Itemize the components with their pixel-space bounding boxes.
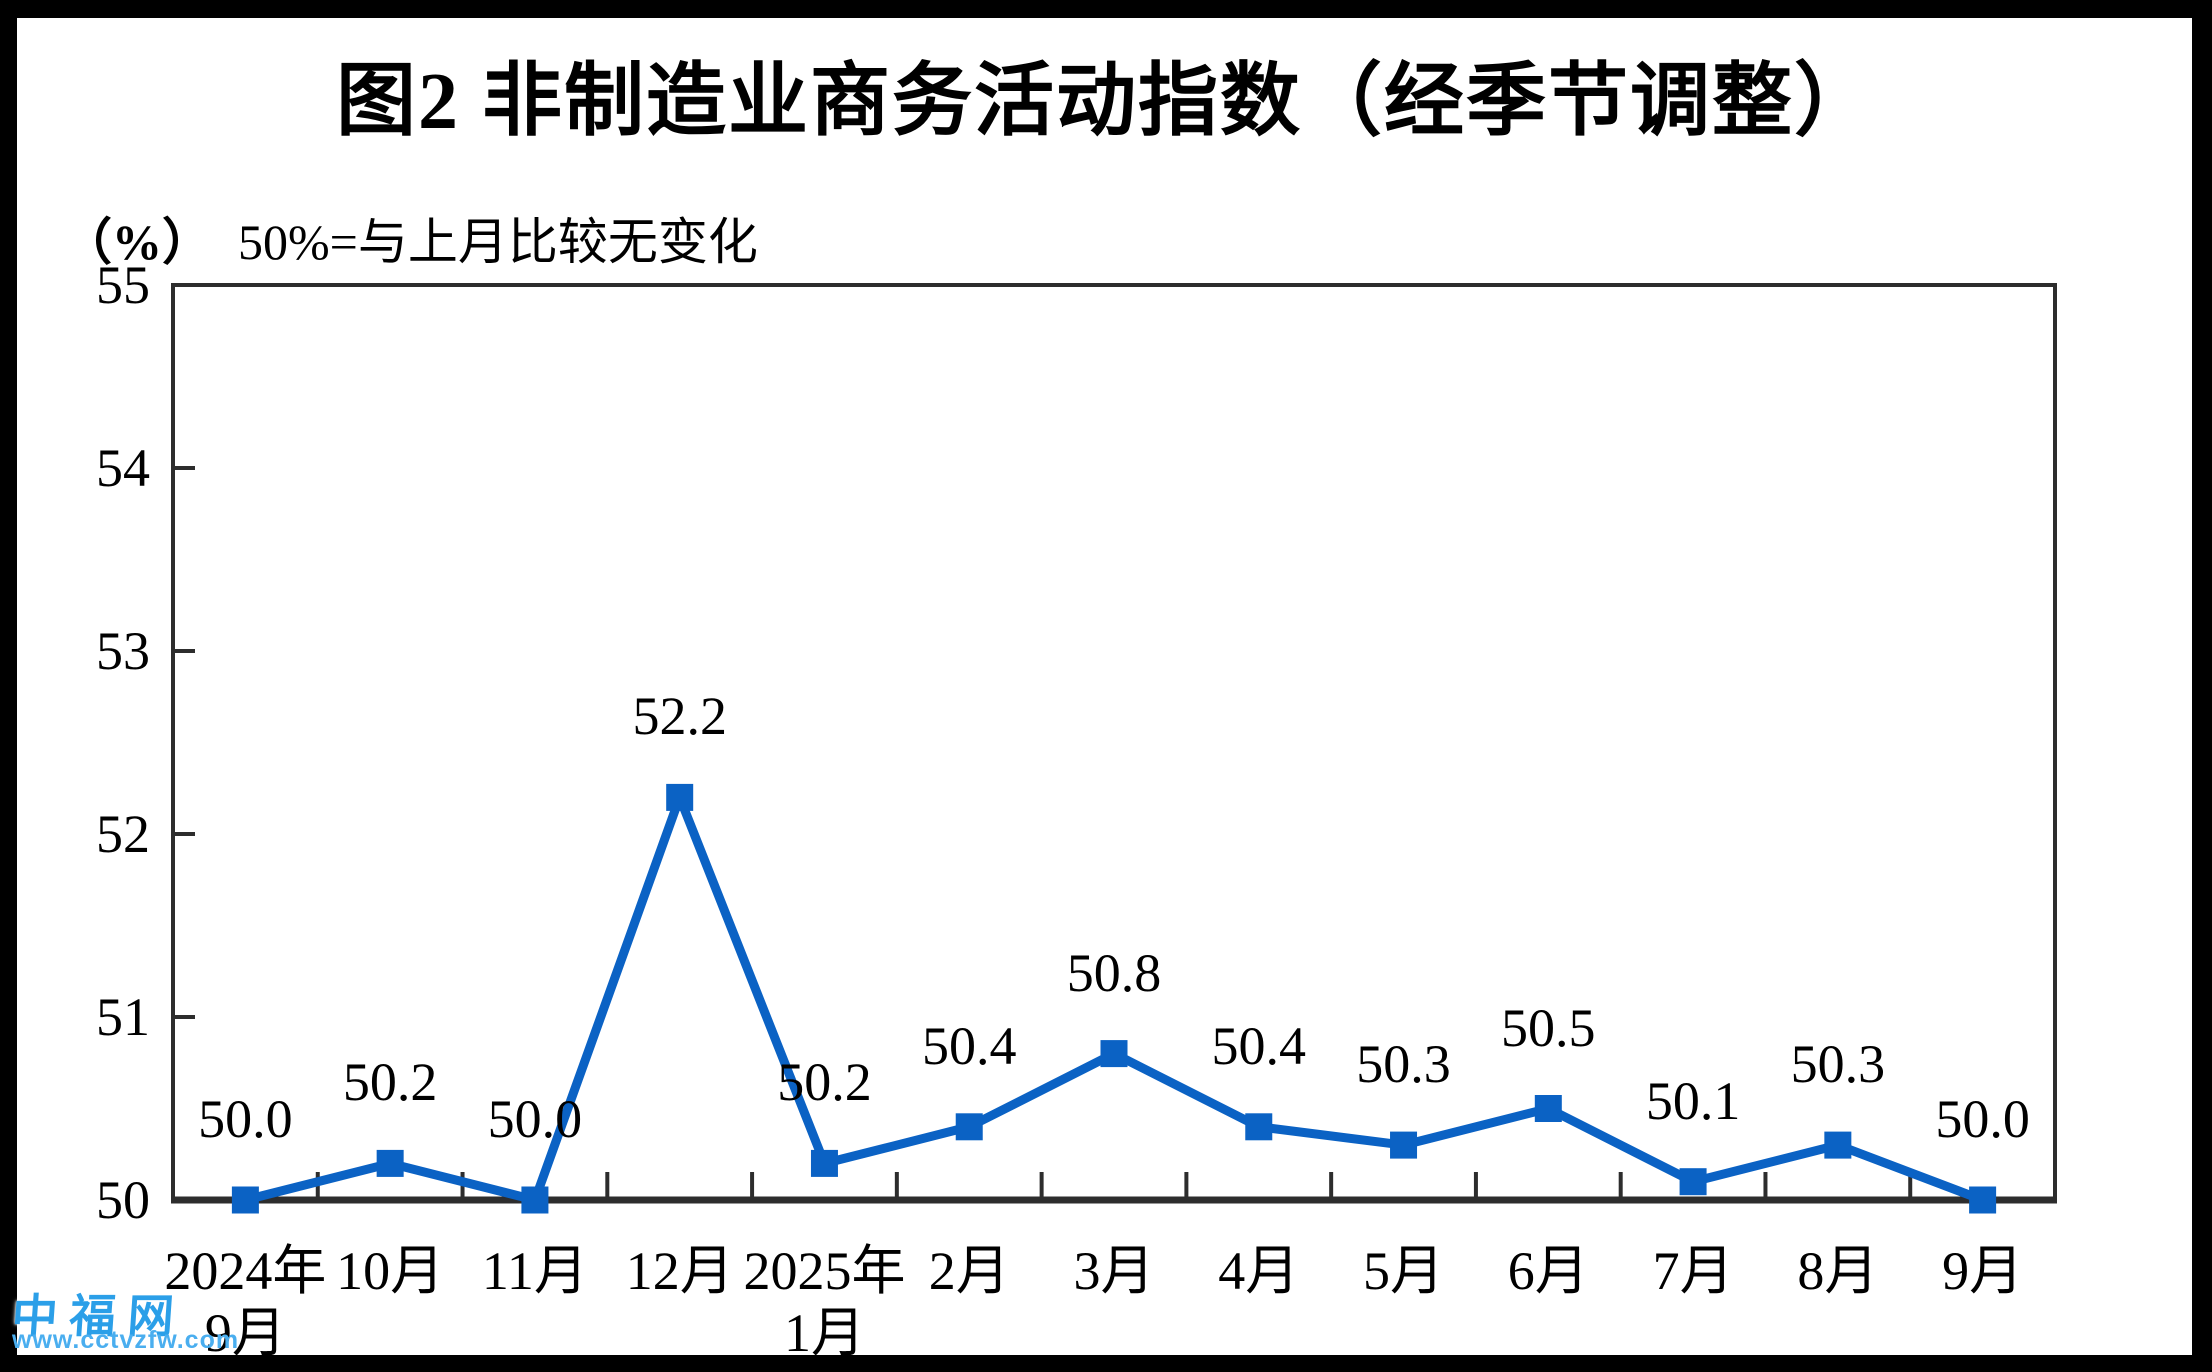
x-axis-label: 8月 bbox=[1718, 1240, 1958, 1302]
x-axis-label-line: 2024年 bbox=[164, 1241, 327, 1301]
x-axis-label: 4月 bbox=[1139, 1240, 1379, 1302]
axis-unit-note: （%） 50%=与上月比较无变化 bbox=[62, 202, 758, 274]
x-axis-label-line: 3月 bbox=[1073, 1241, 1155, 1301]
data-point-marker bbox=[376, 1149, 404, 1177]
data-point-markers bbox=[231, 783, 1997, 1214]
x-axis-label-line: 2025年 bbox=[743, 1241, 906, 1301]
data-point-label: 50.4 bbox=[1211, 1015, 1307, 1076]
x-axis-label-line: 4月 bbox=[1218, 1241, 1300, 1301]
x-axis-label: 5月 bbox=[1284, 1240, 1524, 1302]
x-axis-label: 12月 bbox=[560, 1240, 800, 1302]
y-axis-ticks bbox=[175, 466, 195, 1019]
data-point-marker bbox=[231, 1186, 259, 1214]
y-axis-tick-label: 52 bbox=[96, 804, 150, 864]
data-point-marker bbox=[1245, 1113, 1273, 1141]
data-point-label: 52.2 bbox=[632, 686, 727, 747]
x-axis-label: 2025年 1月 bbox=[704, 1240, 944, 1364]
x-axis-label-line: 1月 bbox=[783, 1303, 865, 1363]
data-point-label: 50.5 bbox=[1501, 997, 1596, 1058]
x-axis-label-line: 10月 bbox=[336, 1241, 445, 1301]
x-axis-label: 6月 bbox=[1428, 1240, 1668, 1302]
x-axis-label: 11月 bbox=[415, 1240, 655, 1302]
data-point-label: 50.2 bbox=[777, 1052, 872, 1113]
data-point-marker bbox=[521, 1186, 549, 1214]
data-point-marker bbox=[1824, 1131, 1852, 1159]
x-axis-label-line: 9月 bbox=[1942, 1241, 2024, 1301]
y-axis-unit-label: （%） bbox=[62, 214, 212, 270]
x-axis-label-line: 9月 bbox=[204, 1303, 286, 1363]
x-axis-label-line: 6月 bbox=[1507, 1241, 1589, 1301]
data-point-marker bbox=[1969, 1186, 1997, 1214]
x-axis-label: 9月 bbox=[1863, 1240, 2103, 1302]
data-point-label: 50.0 bbox=[1935, 1089, 2030, 1149]
data-point-marker bbox=[1100, 1040, 1128, 1068]
x-axis-label-line: 8月 bbox=[1797, 1241, 1879, 1301]
data-point-label: 50.3 bbox=[1356, 1034, 1451, 1095]
watermark-url: www.cctvzfw.com bbox=[12, 1326, 240, 1354]
data-point-marker bbox=[810, 1149, 838, 1177]
data-point-label: 50.1 bbox=[1645, 1070, 1741, 1131]
y-axis-tick-label: 50 bbox=[96, 1170, 150, 1230]
data-point-marker bbox=[1534, 1095, 1562, 1122]
x-axis-ticks bbox=[315, 1172, 1913, 1198]
reference-note: 50%=与上月比较无变化 bbox=[238, 214, 758, 270]
y-axis-tick-label: 53 bbox=[96, 621, 150, 681]
y-axis-tick-label: 54 bbox=[96, 438, 150, 498]
x-axis-label: 2024年 9月 bbox=[125, 1240, 365, 1364]
data-point-label: 50.4 bbox=[921, 1015, 1017, 1076]
y-axis-tick-label: 51 bbox=[96, 987, 150, 1047]
x-axis-label-line: 5月 bbox=[1363, 1241, 1445, 1301]
data-point-marker bbox=[666, 783, 694, 811]
data-point-label: 50.0 bbox=[198, 1089, 293, 1149]
data-point-label: 50.8 bbox=[1066, 942, 1162, 1003]
x-axis-label-line: 12月 bbox=[625, 1241, 734, 1301]
x-axis-label-line: 11月 bbox=[481, 1241, 588, 1301]
x-axis-label: 10月 bbox=[270, 1240, 510, 1302]
x-axis-label: 2月 bbox=[849, 1240, 1089, 1302]
x-axis-label-line: 7月 bbox=[1652, 1241, 1734, 1301]
x-axis-label-line: 2月 bbox=[928, 1241, 1010, 1301]
x-axis-label: 7月 bbox=[1573, 1240, 1813, 1302]
data-point-label: 50.3 bbox=[1790, 1034, 1886, 1095]
x-axis-label: 3月 bbox=[994, 1240, 1234, 1302]
data-point-label: 50.0 bbox=[487, 1089, 583, 1149]
chart-title: 图2 非制造业商务活动指数（经季节调整） bbox=[336, 58, 1876, 146]
data-point-marker bbox=[1679, 1168, 1707, 1196]
data-point-marker bbox=[1390, 1131, 1418, 1159]
y-axis-tick-label: 55 bbox=[96, 255, 150, 315]
data-point-label: 50.2 bbox=[342, 1052, 438, 1113]
data-point-marker bbox=[955, 1113, 983, 1141]
